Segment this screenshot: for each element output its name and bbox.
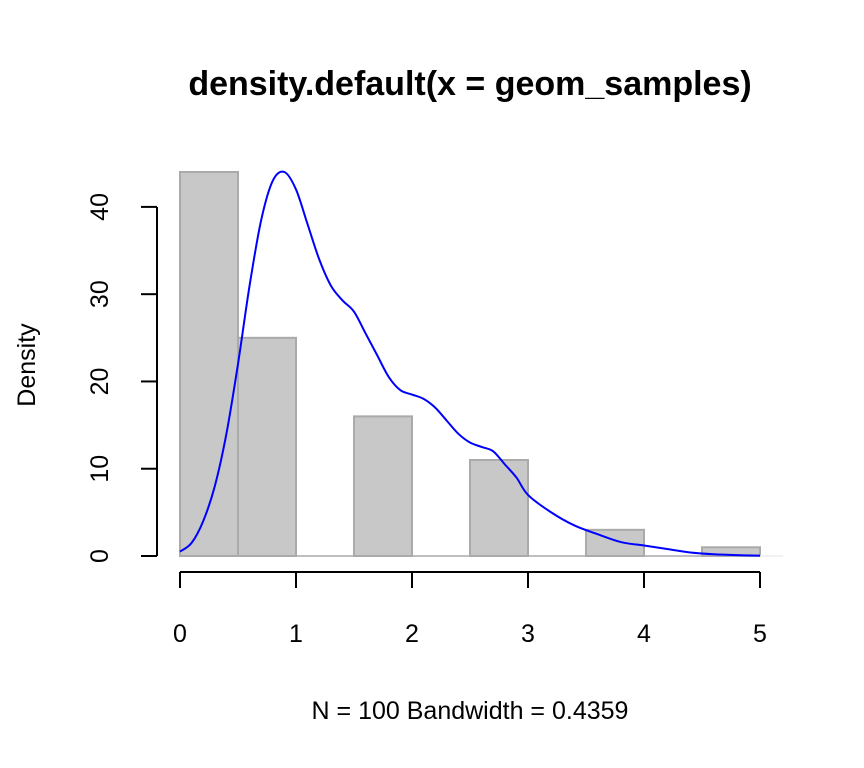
histogram-bar-1: [237, 336, 297, 557]
x-tick-label-2: 2: [405, 620, 419, 648]
x-tick-label-5: 5: [753, 620, 767, 648]
y-tick-label-1: 10: [86, 455, 114, 483]
y-tick-label-3: 30: [86, 280, 114, 308]
x-tick-label-3: 3: [521, 620, 535, 648]
y-tick-label-0: 0: [86, 549, 114, 563]
histogram-bars: [179, 171, 783, 558]
x-axis-ticks: 0 1 2 3 4 5: [173, 572, 767, 648]
histogram-bar-0: [179, 171, 239, 557]
x-axis-label: N = 100 Bandwidth = 0.4359: [312, 697, 629, 725]
x-tick-label-0: 0: [173, 620, 187, 648]
histogram-bar-3: [353, 415, 413, 558]
chart-title: density.default(x = geom_samples): [188, 65, 751, 103]
histogram-bar-5: [469, 459, 529, 557]
y-axis-label: Density: [13, 323, 41, 407]
histogram-bar-9: [701, 546, 761, 557]
x-tick-label-1: 1: [289, 620, 303, 648]
density-curve: [179, 170, 761, 557]
x-tick-label-4: 4: [637, 620, 651, 648]
y-tick-label-2: 20: [86, 368, 114, 396]
y-tick-label-4: 40: [86, 193, 114, 221]
y-axis-ticks: 0 10 20 30 40: [86, 193, 157, 563]
